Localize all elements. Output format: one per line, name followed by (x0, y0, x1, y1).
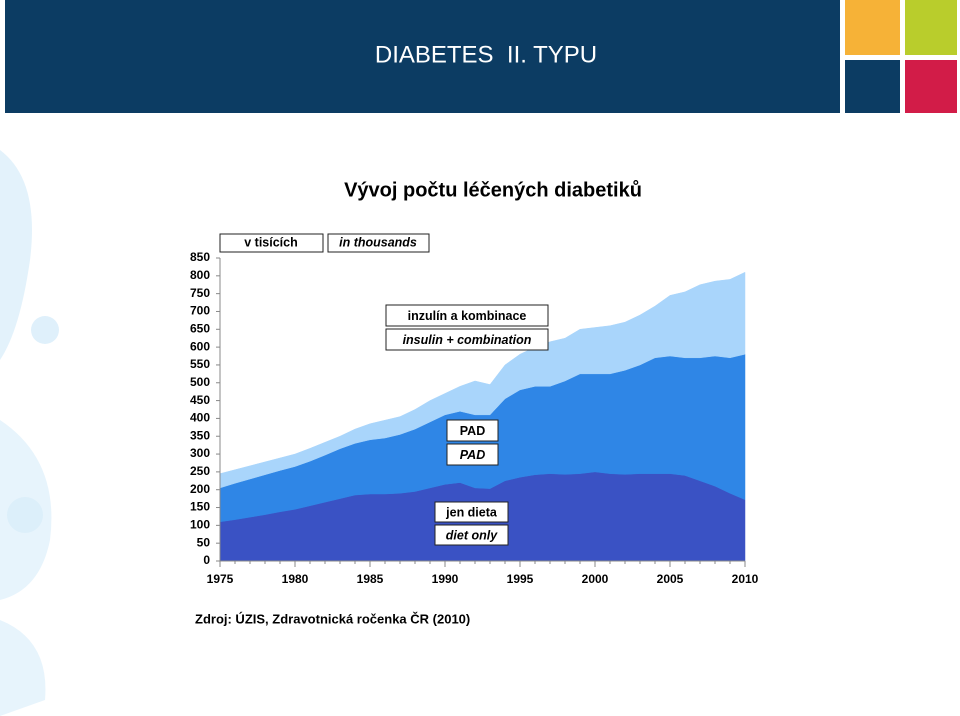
series-label: inzulín a kombinace (408, 309, 527, 323)
decor-square (845, 0, 900, 55)
header-bar (5, 0, 840, 113)
y-tick-label: 400 (190, 411, 210, 425)
label-box (385, 328, 549, 351)
y-tick-label: 600 (190, 339, 210, 353)
y-tick-label: 550 (190, 357, 210, 371)
series-label: jen dieta (445, 505, 498, 519)
unit-label: v tisících (244, 235, 298, 249)
x-tick-label: 2010 (732, 572, 759, 586)
y-tick-label: 200 (190, 482, 210, 496)
label-box (219, 233, 324, 253)
y-tick-label: 350 (190, 428, 210, 442)
decor-square (905, 0, 957, 55)
x-tick-label: 2005 (657, 572, 684, 586)
label-box (446, 443, 499, 466)
series-label-en: insulin + combination (403, 333, 532, 347)
label-box (446, 419, 499, 442)
y-tick-label: 650 (190, 321, 210, 335)
y-tick-label: 150 (190, 500, 210, 514)
series-label-en: diet only (446, 528, 498, 542)
y-tick-label: 750 (190, 286, 210, 300)
label-box (327, 233, 430, 253)
decor-square (905, 60, 957, 113)
x-tick-label: 1975 (207, 572, 234, 586)
y-tick-label: 100 (190, 518, 210, 532)
area (219, 271, 746, 489)
x-tick-label: 1995 (507, 572, 534, 586)
series-label: PAD (460, 424, 485, 438)
y-tick-label: 500 (190, 375, 210, 389)
chart-title: Vývoj počtu léčených diabetiků (344, 179, 642, 201)
y-tick-label: 50 (197, 535, 211, 549)
y-tick-label: 700 (190, 304, 210, 318)
x-tick-label: 1990 (432, 572, 459, 586)
label-box (434, 501, 509, 523)
y-tick-label: 250 (190, 464, 210, 478)
y-tick-label: 450 (190, 393, 210, 407)
decor-square (845, 60, 900, 113)
y-tick-label: 800 (190, 268, 210, 282)
header-title: DIABETES II. TYPU (375, 41, 597, 68)
series-label-en: PAD (460, 448, 485, 462)
x-tick-label: 1985 (357, 572, 384, 586)
y-tick-label: 300 (190, 446, 210, 460)
y-tick-label: 0 (203, 553, 210, 567)
x-tick-label: 2000 (582, 572, 609, 586)
source-note: Zdroj: ÚZIS, Zdravotnická ročenka ČR (20… (195, 611, 470, 626)
label-box (434, 524, 509, 546)
unit-label-en: in thousands (339, 235, 417, 249)
decor-swirls (0, 150, 59, 716)
x-tick-label: 1980 (282, 572, 309, 586)
label-box (385, 304, 549, 327)
y-tick-label: 850 (190, 250, 210, 264)
